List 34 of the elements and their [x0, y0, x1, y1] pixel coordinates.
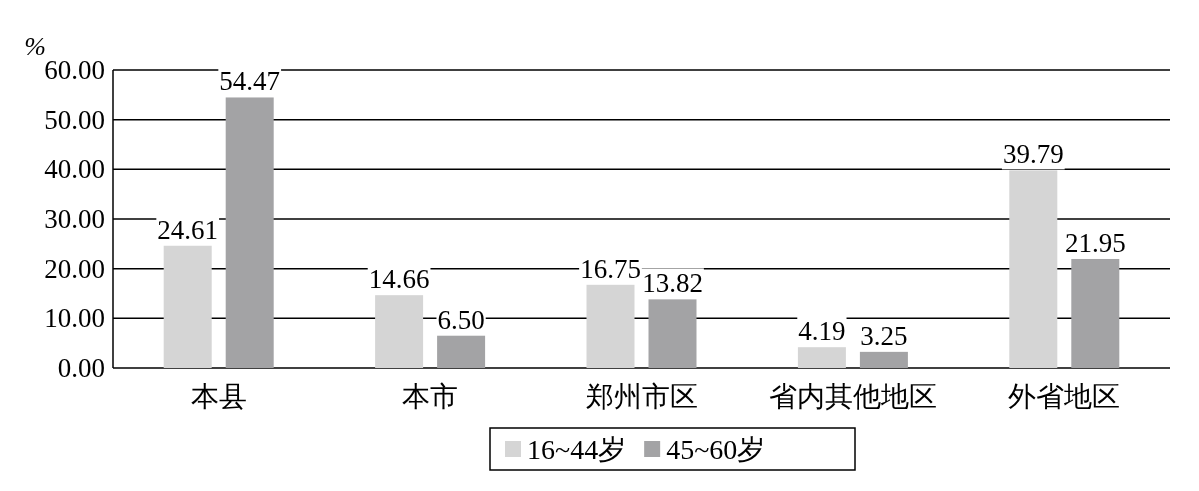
y-tick-label: 30.00	[44, 204, 105, 234]
x-tick-label: 省内其他地区	[768, 381, 937, 412]
y-tick-label: 60.00	[44, 55, 105, 85]
bar	[163, 245, 212, 368]
bar	[225, 97, 274, 368]
x-tick-label: 郑州市区	[585, 381, 698, 412]
text: 3.25	[860, 320, 908, 351]
text: 13.82	[642, 268, 703, 299]
x-tick-label: 本市	[402, 381, 459, 412]
bar	[1071, 258, 1120, 368]
y-tick-label: 50.00	[44, 104, 105, 135]
text: 16.75	[580, 253, 641, 284]
bar	[859, 351, 908, 368]
text: 21.95	[1064, 227, 1126, 258]
bar	[586, 284, 635, 368]
text: 39.79	[1002, 139, 1064, 170]
text: 24.61	[157, 214, 219, 245]
y-tick-label: 0.00	[57, 353, 105, 383]
text: 54.47	[219, 66, 281, 97]
bar	[437, 335, 486, 368]
legend-label: 16~44岁	[527, 434, 627, 465]
bar	[648, 299, 697, 368]
y-tick-label: 40.00	[44, 154, 105, 185]
text: 6.50	[437, 304, 485, 335]
x-tick-label: 本县	[190, 381, 247, 412]
legend-label: 45~60岁	[666, 434, 766, 465]
text: 4.19	[798, 316, 846, 347]
y-axis-title: %	[24, 32, 46, 61]
y-tick-label: 20.00	[44, 253, 105, 284]
x-tick-label: 外省地区	[1008, 381, 1121, 412]
bar	[797, 347, 846, 368]
y-tick-label: 10.00	[44, 303, 105, 334]
bar	[375, 295, 424, 368]
text: 14.66	[368, 264, 430, 295]
